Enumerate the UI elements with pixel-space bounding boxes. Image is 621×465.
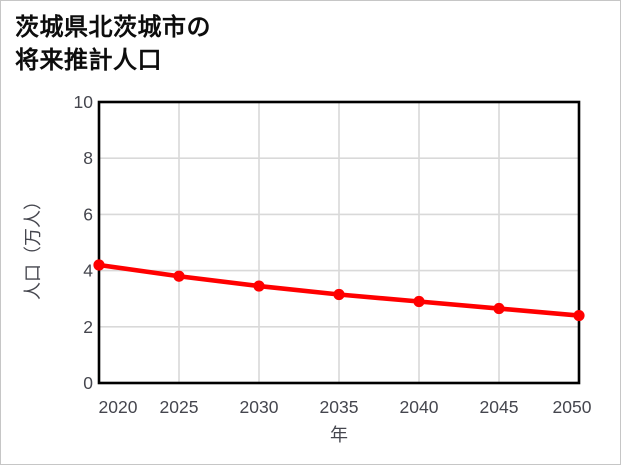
- y-tick-label: 6: [83, 204, 93, 224]
- chart-title-line1: 茨城県北茨城市の: [15, 14, 211, 41]
- chart-title-line2: 将来推計人口: [15, 47, 162, 74]
- y-tick-label: 0: [83, 373, 93, 393]
- y-tick-label: 10: [74, 92, 94, 112]
- data-point-2040: [413, 295, 425, 308]
- y-tick-label: 2: [83, 317, 93, 337]
- x-tick-label: 2045: [480, 397, 519, 417]
- y-axis-title: 人口（万人）: [23, 192, 43, 300]
- x-tick-label: 2030: [240, 397, 279, 417]
- data-point-2025: [173, 270, 185, 282]
- x-tick-label: 2040: [400, 397, 439, 417]
- x-tick-label: 2020: [99, 397, 138, 417]
- x-tick-label: 2050: [553, 397, 592, 417]
- y-tick-label: 4: [83, 261, 93, 281]
- x-tick-label: 2035: [320, 397, 359, 417]
- data-point-2045: [493, 302, 505, 315]
- data-point-2030: [253, 280, 265, 292]
- chart-title: 茨城県北茨城市の 将来推計人口: [15, 11, 211, 77]
- x-axis-title: 年: [330, 425, 348, 445]
- data-point-2050: [573, 309, 585, 322]
- data-point-2020: [93, 259, 105, 271]
- data-point-2035: [333, 288, 345, 301]
- x-tick-label: 2025: [160, 397, 199, 417]
- y-tick-label: 8: [83, 148, 93, 168]
- plot-frame: [97, 100, 581, 385]
